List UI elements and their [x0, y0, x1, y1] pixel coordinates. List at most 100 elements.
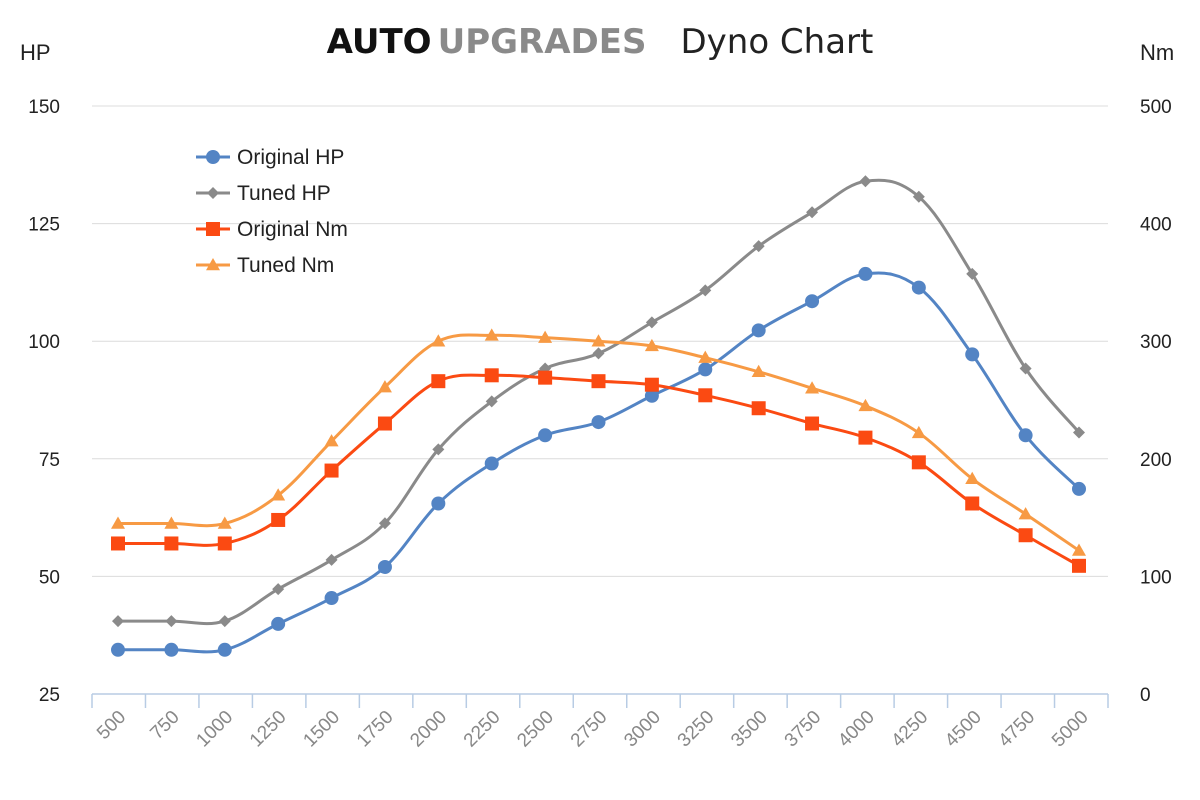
- data-point-original-nm: [591, 374, 606, 389]
- x-tick-label: 4750: [995, 707, 1040, 752]
- data-point-original-nm: [111, 536, 125, 551]
- data-point-original-nm: [164, 536, 179, 551]
- x-tick-label: 1500: [299, 707, 344, 752]
- x-tick-label: 3000: [620, 707, 665, 752]
- data-point-tuned-nm: [858, 398, 873, 412]
- data-point-tuned-nm: [377, 380, 392, 393]
- grid-lines: [92, 105, 1108, 577]
- y-right-tick-label: 500: [1140, 97, 1172, 118]
- data-point-original-nm: [377, 416, 392, 431]
- data-point-tuned-nm: [1072, 543, 1086, 556]
- legend-marker: [206, 150, 220, 164]
- data-point-original-hp: [324, 591, 339, 606]
- data-point-original-nm: [271, 512, 286, 527]
- data-point-original-hp: [698, 362, 713, 377]
- legend-item-tuned-nm: Tuned Nm: [196, 254, 334, 277]
- y-right-tick-label: 100: [1140, 567, 1172, 588]
- x-tick-label: 4500: [941, 707, 986, 752]
- data-point-original-nm: [858, 430, 873, 445]
- data-point-tuned-hp: [1073, 426, 1085, 439]
- brand-primary: AUTO: [326, 22, 432, 62]
- data-point-original-hp: [164, 642, 179, 657]
- legend-marker: [206, 258, 220, 271]
- data-point-original-nm: [324, 463, 339, 478]
- y-right-tick-label: 200: [1140, 450, 1172, 471]
- series-original-hp: [111, 266, 1086, 657]
- data-point-original-nm: [484, 368, 499, 383]
- data-point-tuned-hp: [165, 615, 178, 628]
- y-left-tick-label: 75: [39, 450, 60, 471]
- data-point-tuned-hp: [966, 267, 979, 280]
- x-tick-label: 1750: [353, 707, 398, 752]
- x-tick-label: 2500: [513, 707, 558, 752]
- legend-label: Original Nm: [237, 218, 348, 241]
- data-point-tuned-hp: [859, 175, 872, 188]
- x-tick-label: 1000: [192, 707, 237, 752]
- legend-marker: [206, 222, 220, 236]
- data-point-tuned-hp: [1019, 362, 1032, 375]
- data-point-tuned-nm: [538, 330, 553, 343]
- data-point-tuned-nm: [324, 434, 339, 447]
- data-point-tuned-nm: [1018, 507, 1033, 520]
- series-tuned-hp: [112, 175, 1085, 628]
- x-tick-label: 3250: [674, 707, 719, 752]
- data-point-tuned-nm: [484, 328, 499, 341]
- data-point-original-hp: [858, 266, 873, 281]
- data-point-tuned-nm: [965, 471, 980, 485]
- chart-subtitle: Dyno Chart: [680, 22, 874, 62]
- legend-label: Original HP: [237, 146, 344, 169]
- legend-item-tuned-hp: Tuned HP: [196, 182, 331, 205]
- axes: HP Nm 150 500 125 400 100 300 75 200 50 100 25 0 500 75…: [20, 40, 1174, 751]
- data-point-tuned-nm: [698, 350, 713, 363]
- series-tuned-nm: [111, 328, 1086, 556]
- data-point-original-hp: [111, 642, 125, 657]
- legend-item-original-nm: Original Nm: [196, 218, 348, 241]
- y-left-tick-label: 125: [28, 215, 60, 236]
- data-point-original-hp: [805, 294, 820, 309]
- chart-title: AUTO UPGRADES Dyno Chart: [0, 22, 1200, 62]
- legend-item-original-hp: Original HP: [196, 146, 344, 169]
- x-tick-label: 750: [146, 707, 183, 744]
- y-left-unit: HP: [20, 40, 51, 65]
- data-point-original-hp: [1072, 481, 1086, 496]
- data-point-original-nm: [1072, 558, 1086, 573]
- data-point-tuned-hp: [699, 284, 712, 297]
- data-point-tuned-nm: [751, 364, 766, 378]
- data-point-original-hp: [911, 280, 926, 295]
- x-tick-label: 2000: [406, 707, 451, 752]
- data-point-tuned-nm: [271, 488, 286, 501]
- data-point-original-nm: [751, 401, 766, 416]
- y-right-unit: Nm: [1140, 40, 1174, 65]
- data-point-tuned-nm: [164, 516, 179, 529]
- y-left-tick-label: 50: [39, 567, 60, 588]
- x-tick-label: 5000: [1048, 707, 1093, 752]
- x-tick-label: 3500: [727, 707, 772, 752]
- x-tick-label: 4000: [834, 707, 879, 752]
- data-point-original-hp: [1018, 428, 1033, 443]
- data-point-tuned-nm: [431, 334, 446, 347]
- y-left-tick-label: 100: [28, 332, 60, 353]
- data-point-tuned-hp: [272, 583, 285, 596]
- data-point-tuned-hp: [325, 553, 338, 566]
- data-point-original-nm: [217, 536, 232, 551]
- data-point-tuned-nm: [911, 425, 926, 439]
- data-point-original-nm: [965, 496, 980, 511]
- series-original-nm: [111, 368, 1086, 573]
- legend: Original HP Tuned HP Original Nm Tuned Nm: [196, 146, 348, 277]
- data-point-tuned-hp: [645, 316, 658, 329]
- series-line-tuned-hp: [118, 178, 1081, 626]
- x-tick-label: 500: [93, 707, 130, 744]
- series-line-original-nm: [117, 373, 1080, 568]
- y-right-tick-label: 300: [1140, 332, 1172, 353]
- data-point-tuned-nm: [805, 381, 820, 394]
- data-point-tuned-hp: [752, 240, 765, 253]
- data-point-tuned-hp: [912, 190, 925, 203]
- x-tick-label: 2750: [567, 707, 612, 752]
- legend-marker: [207, 187, 219, 199]
- data-point-original-nm: [644, 377, 659, 392]
- data-point-original-hp: [751, 323, 766, 338]
- data-point-original-nm: [1018, 528, 1033, 543]
- data-point-tuned-nm: [111, 516, 125, 529]
- y-left-tick-label: 25: [39, 685, 60, 706]
